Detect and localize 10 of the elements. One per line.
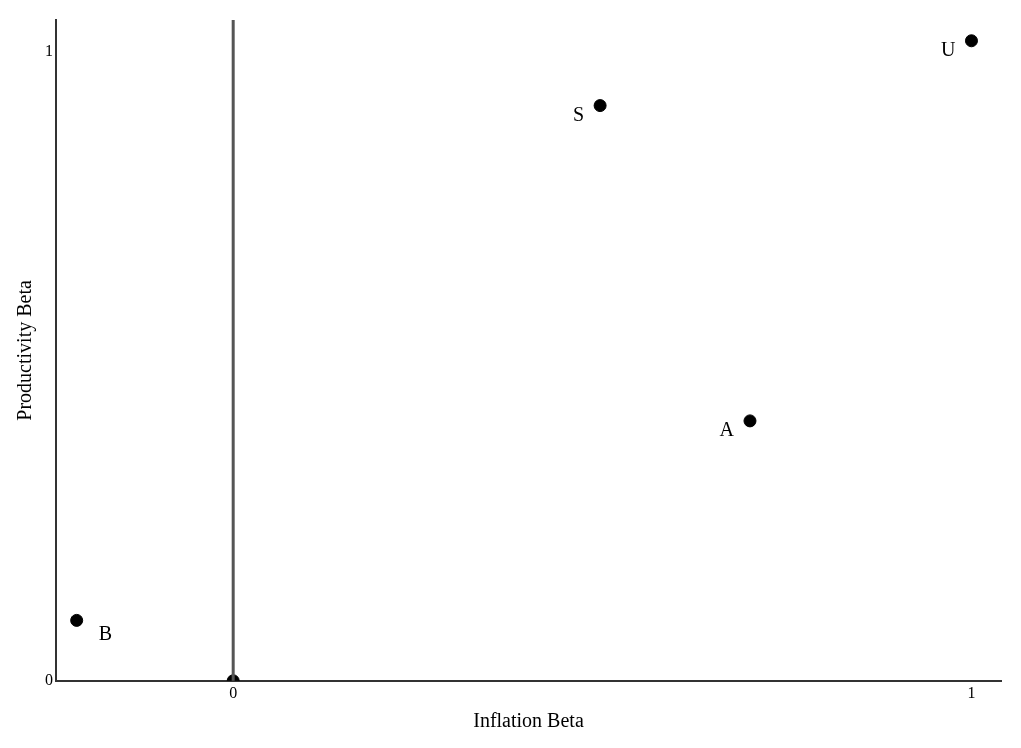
annotation: B: [98, 621, 113, 644]
point: [964, 34, 978, 48]
point: [743, 414, 757, 428]
annotation: U: [941, 38, 957, 61]
x-axis-title: Inflation Beta: [473, 709, 584, 732]
point: [593, 99, 607, 113]
y-axis-title: Productivity Beta: [13, 280, 37, 421]
annotation: A: [719, 418, 735, 441]
point: [70, 613, 84, 627]
annotation: S: [572, 102, 585, 125]
